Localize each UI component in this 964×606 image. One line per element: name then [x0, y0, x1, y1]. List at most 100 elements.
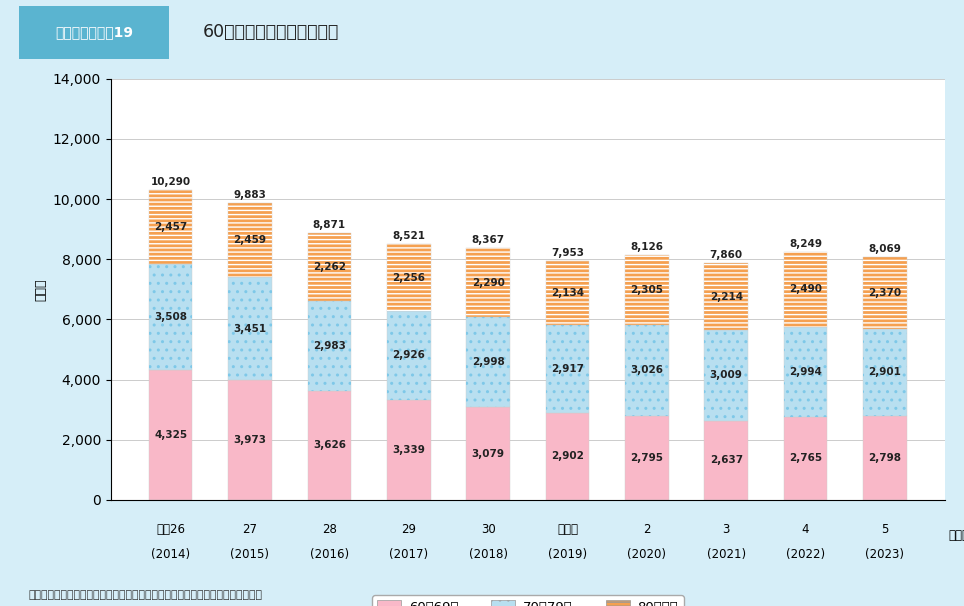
Bar	[387, 244, 431, 311]
Bar	[784, 327, 827, 417]
Text: (2020): (2020)	[628, 548, 666, 561]
Text: 2,795: 2,795	[630, 453, 663, 463]
Text: 2: 2	[643, 523, 651, 536]
Text: 3: 3	[723, 523, 730, 536]
Text: 5: 5	[881, 523, 889, 536]
Text: (2015): (2015)	[230, 548, 270, 561]
Bar	[863, 416, 907, 500]
Text: (2021): (2021)	[707, 548, 746, 561]
Bar	[148, 190, 193, 264]
Bar	[387, 244, 431, 311]
Text: 2,637: 2,637	[710, 455, 743, 465]
Text: 3,339: 3,339	[392, 445, 425, 454]
Bar	[705, 330, 748, 421]
Bar	[308, 233, 351, 301]
Bar	[467, 248, 510, 317]
Bar	[228, 381, 272, 500]
Text: (2023): (2023)	[866, 548, 904, 561]
Text: 2,926: 2,926	[392, 350, 425, 361]
Bar	[705, 421, 748, 500]
Text: 2,256: 2,256	[392, 273, 425, 282]
Bar	[148, 264, 193, 370]
Y-axis label: （人）: （人）	[35, 278, 47, 301]
Text: 2,902: 2,902	[551, 451, 584, 461]
Text: 8,367: 8,367	[471, 235, 505, 245]
Text: 60歳以上の自殺者数の推移: 60歳以上の自殺者数の推移	[202, 23, 338, 41]
Bar	[387, 311, 431, 399]
Bar	[467, 407, 510, 500]
Text: 3,973: 3,973	[233, 435, 266, 445]
Text: 2,370: 2,370	[869, 288, 901, 298]
Text: 図１－２－４－19: 図１－２－４－19	[55, 25, 133, 39]
Text: 3,626: 3,626	[313, 441, 346, 450]
Bar	[625, 256, 669, 325]
Bar	[228, 276, 272, 381]
Text: (2019): (2019)	[548, 548, 587, 561]
Text: 2,917: 2,917	[551, 364, 584, 374]
Bar	[705, 264, 748, 330]
Bar	[705, 264, 748, 330]
Text: 29: 29	[401, 523, 416, 536]
Bar	[467, 317, 510, 407]
Text: 3,508: 3,508	[154, 312, 187, 322]
Text: 2,134: 2,134	[550, 288, 584, 298]
Text: (2017): (2017)	[389, 548, 428, 561]
Text: 10,290: 10,290	[150, 178, 191, 187]
Text: 8,871: 8,871	[312, 220, 346, 230]
Text: 8,069: 8,069	[869, 244, 901, 254]
Text: 7,860: 7,860	[710, 250, 743, 261]
Bar	[228, 202, 272, 276]
Text: 2,262: 2,262	[313, 262, 346, 272]
Bar	[784, 417, 827, 500]
Bar	[863, 328, 907, 416]
Text: 2,983: 2,983	[313, 341, 346, 351]
Bar	[625, 256, 669, 325]
Bar	[467, 317, 510, 407]
Text: 8,521: 8,521	[392, 231, 425, 241]
Bar	[863, 257, 907, 328]
Bar	[784, 251, 827, 327]
Bar	[228, 276, 272, 381]
Bar	[546, 261, 589, 325]
Text: 4,325: 4,325	[154, 430, 187, 440]
Text: 2,459: 2,459	[233, 235, 266, 245]
Bar	[148, 190, 193, 264]
Bar	[784, 327, 827, 417]
Text: (2014): (2014)	[151, 548, 190, 561]
Bar	[625, 325, 669, 416]
Text: 令和元: 令和元	[557, 523, 578, 536]
Text: 2,765: 2,765	[790, 453, 822, 464]
Text: (2022): (2022)	[786, 548, 825, 561]
Bar	[546, 261, 589, 325]
Text: 2,290: 2,290	[471, 278, 504, 288]
Bar	[546, 325, 589, 413]
Legend: 60～69歳, 70～79歳, 80歳以上: 60～69歳, 70～79歳, 80歳以上	[372, 595, 683, 606]
Text: 2,214: 2,214	[710, 292, 743, 302]
Text: 7,953: 7,953	[551, 248, 584, 258]
Text: 2,457: 2,457	[154, 222, 187, 232]
Text: 28: 28	[322, 523, 336, 536]
Text: 3,026: 3,026	[630, 365, 663, 375]
Bar	[546, 325, 589, 413]
Text: 3,451: 3,451	[233, 324, 266, 333]
Text: 2,490: 2,490	[790, 284, 822, 295]
Bar	[546, 413, 589, 500]
Text: 資料：厚生労働省・警察庁「令和５年中における自殺の状況」より内閣府作成。: 資料：厚生労働省・警察庁「令和５年中における自殺の状況」より内閣府作成。	[29, 590, 263, 600]
Text: 8,249: 8,249	[790, 239, 822, 249]
Bar	[148, 370, 193, 500]
Bar	[467, 248, 510, 317]
Text: 2,901: 2,901	[869, 367, 901, 377]
Bar	[784, 251, 827, 327]
Text: (2016): (2016)	[309, 548, 349, 561]
Bar	[705, 330, 748, 421]
Bar	[387, 399, 431, 500]
Text: 2,994: 2,994	[790, 367, 822, 377]
Text: 2,998: 2,998	[471, 357, 504, 367]
Bar	[308, 301, 351, 391]
FancyBboxPatch shape	[19, 7, 169, 59]
Bar	[625, 416, 669, 500]
Text: 9,883: 9,883	[233, 190, 266, 199]
Text: 4: 4	[802, 523, 810, 536]
Bar	[308, 391, 351, 500]
Text: 8,126: 8,126	[630, 242, 663, 253]
